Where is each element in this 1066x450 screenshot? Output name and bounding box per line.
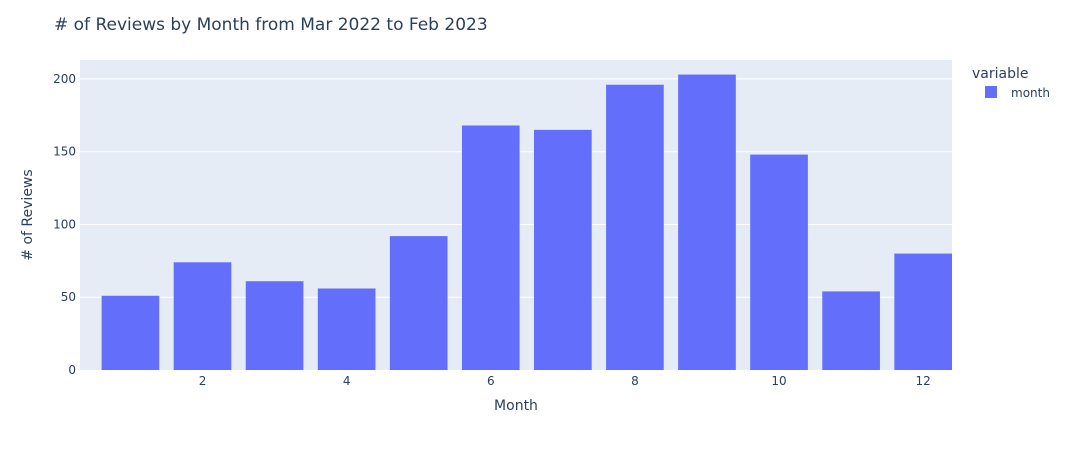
bar-month-2[interactable] <box>173 262 232 370</box>
legend-swatch-month[interactable] <box>985 86 997 98</box>
y-axis-ticks: 0 50 100 150 200 <box>53 72 76 377</box>
bar-month-6[interactable] <box>461 125 520 371</box>
x-tick-label: 2 <box>199 374 207 388</box>
bars <box>101 74 952 371</box>
x-tick-label: 8 <box>631 374 639 388</box>
y-tick-label: 0 <box>68 363 76 377</box>
x-tick-label: 10 <box>771 374 786 388</box>
legend: variable month <box>972 66 1050 100</box>
y-axis-title: # of Reviews <box>20 169 36 260</box>
y-tick-label: 100 <box>53 217 76 231</box>
legend-label-month[interactable]: month <box>1011 86 1050 100</box>
bar-month-4[interactable] <box>317 288 376 370</box>
bar-month-3[interactable] <box>245 281 304 370</box>
bar-month-1[interactable] <box>101 295 160 370</box>
y-tick-label: 200 <box>53 72 76 86</box>
bar-month-11[interactable] <box>822 291 880 370</box>
x-axis-title: Month <box>494 398 538 414</box>
x-tick-label: 6 <box>487 374 495 388</box>
chart-title: # of Reviews by Month from Mar 2022 to F… <box>54 15 488 35</box>
bar-month-12[interactable] <box>894 253 952 370</box>
bar-month-10[interactable] <box>750 154 808 370</box>
legend-title: variable <box>972 66 1028 82</box>
bar-month-9[interactable] <box>678 74 736 371</box>
bar-month-5[interactable] <box>389 236 448 370</box>
y-tick-label: 150 <box>53 145 76 159</box>
x-tick-label: 4 <box>343 374 351 388</box>
bar-month-7[interactable] <box>534 129 592 370</box>
x-axis-ticks: 2 4 6 8 10 12 <box>199 374 931 388</box>
x-tick-label: 12 <box>916 374 931 388</box>
y-tick-label: 50 <box>61 290 76 304</box>
bar-month-8[interactable] <box>606 84 664 370</box>
